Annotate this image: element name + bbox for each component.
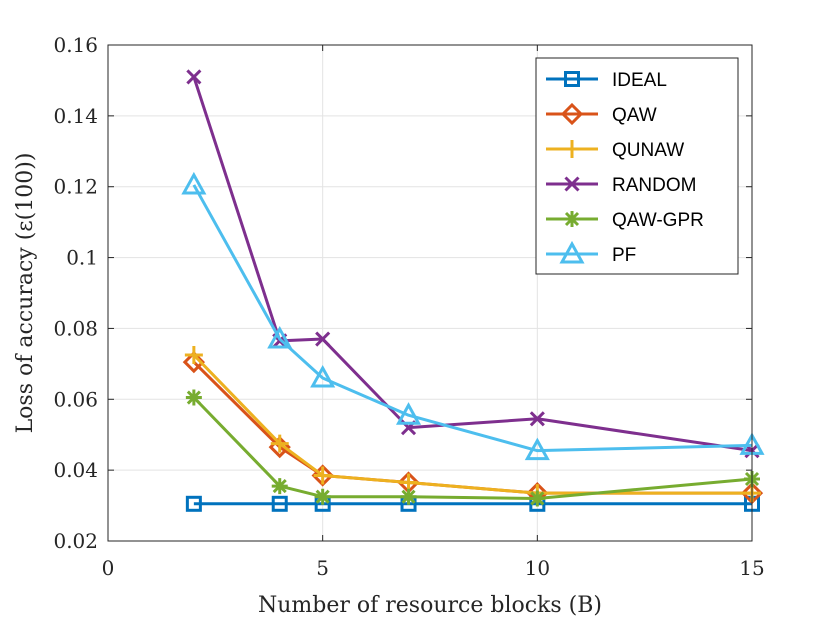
series-ideal [185, 495, 760, 512]
legend-entry-qaw: QAW [546, 102, 657, 126]
x-tick-label: 5 [316, 556, 329, 580]
y-tick-label: 0.16 [53, 33, 98, 57]
y-tick-label: 0.12 [53, 175, 98, 199]
series-line-pf [192, 184, 753, 453]
data-point-pf [181, 171, 207, 195]
data-point-random [529, 411, 545, 427]
y-tick-label: 0.1 [66, 246, 98, 270]
data-point-qunaw [270, 434, 289, 453]
legend-marker-qunaw [563, 140, 581, 158]
legend-marker-qaw-gpr [564, 211, 580, 227]
legend: IDEAL QAW QUNAW RANDOM QAW-GPR PF [535, 57, 739, 275]
y-tick-label: 0.02 [53, 529, 98, 553]
y-tick-label: 0.06 [53, 387, 98, 411]
ticks: 0 5 10 15 0.02 0.04 0.06 0.08 0.1 0.12 0.14 0.16 [53, 33, 764, 580]
y-tick-label: 0.14 [53, 104, 98, 128]
y-tick-label: 0.08 [53, 316, 98, 340]
data-point-pf [267, 325, 293, 349]
data-point-qaw-gpr [314, 488, 331, 505]
legend-label-pf: PF [612, 245, 636, 266]
series-random [186, 69, 760, 459]
legend-marker-qaw [560, 102, 584, 126]
legend-entry-qunaw: QUNAW [546, 140, 684, 161]
data-point-pf [395, 402, 422, 425]
data-point-qaw-gpr [400, 488, 417, 505]
legend-entry-pf: PF [546, 240, 636, 266]
data-point-ideal [185, 495, 202, 512]
data-point-qaw-gpr [529, 490, 546, 507]
data-point-qaw-gpr [185, 389, 202, 406]
legend-marker-pf [559, 240, 585, 264]
series-line-qunaw [192, 353, 752, 495]
data-point-random [186, 69, 202, 85]
legend-marker-random [564, 176, 580, 192]
y-tick-label: 0.04 [53, 458, 98, 482]
series-line-qaw-gpr [192, 396, 753, 500]
data-point-qaw-gpr [271, 478, 288, 495]
series-line-random [192, 76, 753, 453]
legend-entry-random: RANDOM [546, 175, 696, 196]
legend-label-qaw: QAW [612, 105, 657, 126]
x-tick-label: 10 [525, 556, 550, 580]
legend-label-qunaw: QUNAW [612, 140, 684, 161]
series-qaw [182, 350, 764, 505]
series-pf [181, 171, 765, 461]
series-line-qaw [192, 361, 752, 495]
data-point-pf [310, 364, 336, 388]
data-point-qunaw [313, 466, 332, 485]
x-tick-label: 15 [739, 556, 764, 580]
legend-label-ideal: IDEAL [612, 70, 667, 91]
axes-box [107, 44, 753, 542]
legend-marker-ideal [564, 71, 580, 87]
series-qaw-gpr [185, 389, 760, 507]
data-point-pf [524, 437, 550, 461]
data-point-random [315, 331, 331, 347]
x-axis-title: Number of resource blocks (B) [258, 593, 602, 618]
series-layer [181, 69, 765, 512]
x-tick-label: 0 [102, 556, 115, 580]
legend-box [535, 57, 739, 275]
legend-entry-qaw-gpr: QAW-GPR [546, 210, 704, 231]
legend-label-qaw-gpr: QAW-GPR [612, 210, 704, 231]
data-point-qunaw [184, 346, 203, 364]
data-point-qunaw [399, 473, 418, 492]
y-axis-title: Loss of accuracy (ε(100)) [13, 153, 38, 434]
legend-label-random: RANDOM [612, 175, 696, 196]
legend-entry-ideal: IDEAL [546, 70, 667, 91]
data-point-ideal [271, 495, 288, 512]
